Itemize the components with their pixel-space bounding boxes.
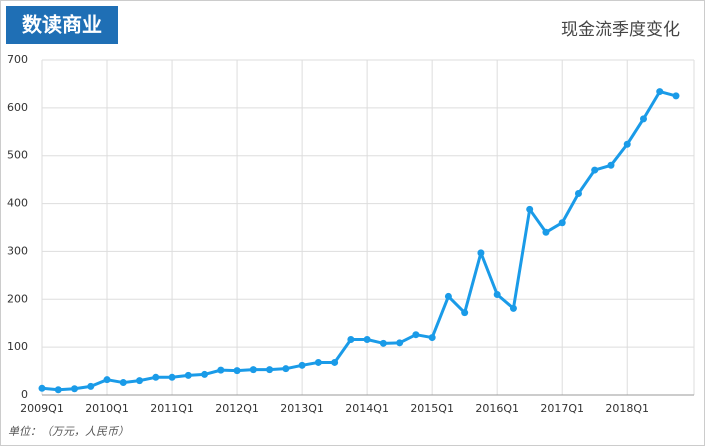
point	[428, 334, 436, 342]
point	[298, 361, 306, 369]
footnote: 单位：（万元，人民币）	[8, 425, 129, 438]
logo: 数读商业	[22, 13, 102, 37]
point	[493, 291, 501, 298]
x-tick-label: 2009Q1	[20, 402, 64, 415]
x-tick-label: 2016Q1	[475, 402, 519, 415]
point	[607, 161, 615, 169]
y-tick-label: 400	[7, 197, 28, 210]
point	[217, 366, 225, 374]
point	[38, 384, 46, 392]
point	[314, 358, 322, 366]
chart-title: 现金流季度变化	[561, 20, 680, 40]
point	[282, 365, 290, 373]
point	[412, 331, 420, 339]
y-tick-label: 500	[7, 149, 28, 162]
y-tick-label: 600	[7, 101, 28, 114]
point	[87, 382, 95, 390]
point	[184, 371, 192, 379]
point	[119, 379, 127, 387]
x-tick-label: 2017Q1	[540, 402, 584, 415]
point	[152, 373, 160, 381]
point	[542, 228, 550, 236]
point	[396, 339, 404, 347]
x-tick-label: 2011Q1	[150, 402, 194, 415]
point	[233, 367, 241, 375]
point	[379, 339, 387, 347]
point	[574, 190, 582, 198]
point	[477, 249, 485, 257]
y-tick-label: 0	[21, 388, 28, 401]
point	[672, 92, 680, 100]
point	[136, 377, 144, 385]
logo-box	[6, 6, 118, 44]
point	[509, 304, 517, 312]
point	[639, 115, 647, 123]
y-tick-label: 200	[7, 292, 28, 305]
point	[558, 219, 566, 227]
point	[656, 88, 664, 96]
point	[201, 370, 209, 378]
point	[347, 335, 355, 343]
point	[168, 373, 176, 381]
point	[363, 335, 371, 343]
x-tick-label: 2010Q1	[85, 402, 129, 415]
point	[444, 292, 452, 300]
x-tick-label: 2014Q1	[345, 402, 389, 415]
y-tick-label: 700	[7, 53, 28, 66]
point	[103, 376, 111, 384]
y-tick-label: 100	[7, 340, 28, 353]
line	[41, 90, 677, 392]
point	[591, 166, 599, 174]
point	[266, 366, 274, 374]
point	[71, 385, 79, 393]
x-tick-label: 2013Q1	[280, 402, 324, 415]
point	[623, 140, 631, 148]
y-tick-label: 300	[7, 244, 28, 257]
point	[461, 309, 469, 317]
point	[54, 386, 62, 394]
point	[526, 205, 534, 213]
x-tick-label: 2012Q1	[215, 402, 259, 415]
x-tick-label: 2015Q1	[410, 402, 454, 415]
point	[249, 366, 257, 374]
point	[331, 358, 339, 366]
x-tick-label: 2018Q1	[605, 402, 649, 415]
